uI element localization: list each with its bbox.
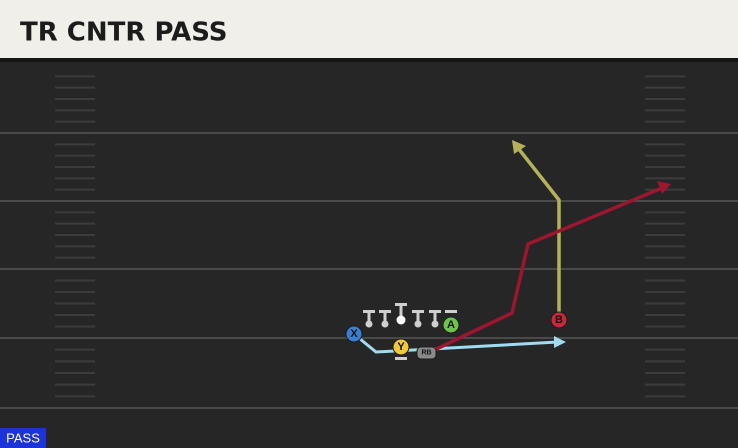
player-label: RB [421,350,431,357]
badge-label: PASS [6,430,40,445]
lineman [379,310,391,328]
route-b [516,146,561,318]
player-label: A [447,319,455,331]
player-label: Y [397,341,405,353]
player-label: B [555,314,563,326]
player-a [442,316,460,334]
route-x [353,332,559,354]
header-bar [0,0,738,60]
player-b [550,311,568,329]
lineman [363,310,375,328]
player-rb [416,346,437,360]
tight-end-marker [445,310,457,313]
badge [0,428,46,448]
center [395,303,407,325]
player-x [345,325,363,343]
player-y [392,338,410,356]
yard-lines [0,132,738,409]
route-arrow [554,336,566,348]
hash-marks [55,75,685,398]
lineman [429,310,441,328]
header-shadow [0,58,738,62]
qb-marker [395,357,407,360]
offensive-line [363,303,457,360]
play-title: TR CNTR PASS [20,18,228,48]
lineman [412,310,424,328]
route-rb [429,186,663,354]
player-label: X [350,328,358,340]
route-arrow [512,140,526,154]
route-arrow [657,181,671,194]
